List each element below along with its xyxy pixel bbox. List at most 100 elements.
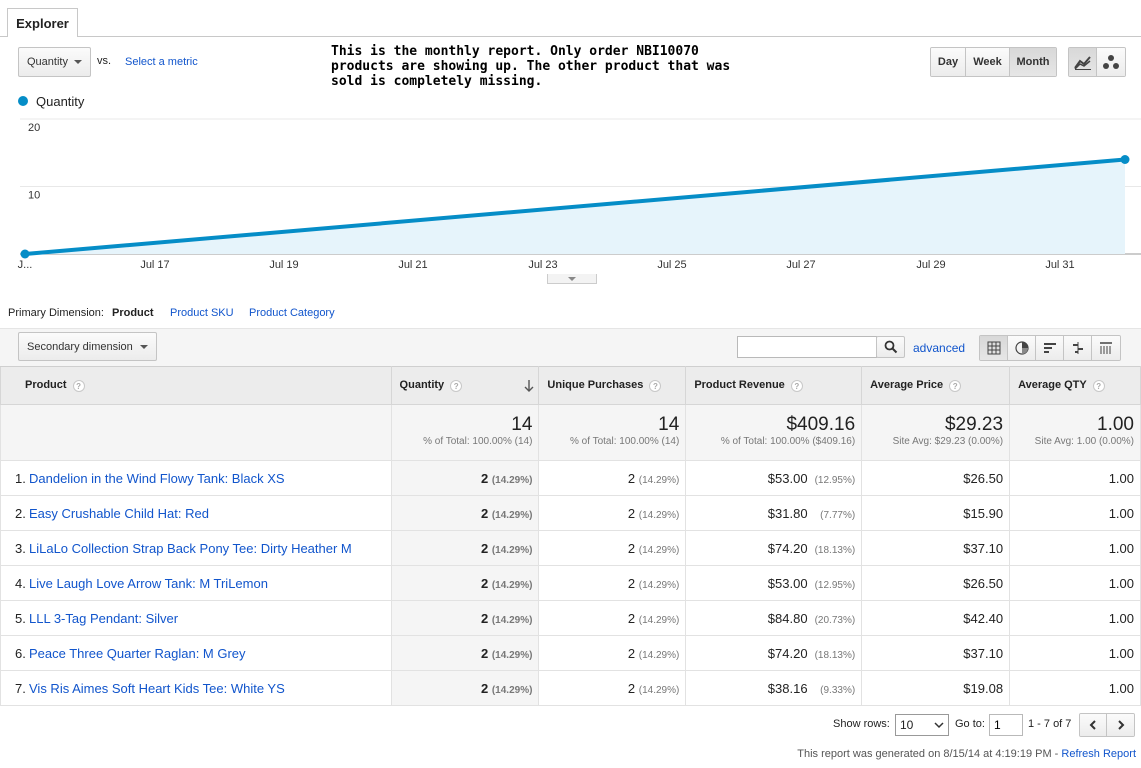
totals-row: 14% of Total: 100.00% (14) 14% of Total:… [0, 404, 1141, 461]
product-cell: 5. LLL 3-Tag Pendant: Silver [0, 600, 392, 636]
unique-purchases-value: 2 [627, 505, 636, 521]
product-revenue-percent: (12.95%) [814, 579, 856, 591]
column-header-label: Quantity [399, 379, 445, 392]
select-metric-link[interactable]: Select a metric [125, 56, 198, 68]
product-link[interactable]: Live Laugh Love Arrow Tank: M TriLemon [29, 575, 268, 591]
tab-divider [0, 36, 1141, 37]
unique-purchases-percent: (14.29%) [638, 579, 680, 591]
refresh-report-link[interactable]: Refresh Report [1061, 748, 1136, 760]
metric-dropdown-label: Quantity [27, 56, 68, 68]
total-sub: Site Avg: 1.00 (0.00%) [1034, 436, 1134, 447]
table-row: 1. Dandelion in the Wind Flowy Tank: Blac… [0, 460, 1141, 496]
help-icon[interactable]: ? [1092, 379, 1105, 392]
total-value: $29.23 [944, 414, 1004, 435]
total-sub: % of Total: 100.00% (14) [569, 436, 680, 447]
table-search-input[interactable] [737, 336, 877, 358]
data-point[interactable] [1120, 155, 1130, 164]
line-chart-icon[interactable] [1069, 48, 1097, 76]
table-row: 4. Live Laugh Love Arrow Tank: M TriLemon… [0, 565, 1141, 601]
motion-chart-icon[interactable] [1097, 48, 1125, 76]
product-revenue-percent: (7.77%) [820, 509, 856, 521]
row-number: 7. [15, 680, 26, 696]
quantity-value: 2 [480, 680, 489, 696]
quantity-cell: 2 (14.29%) [390, 530, 540, 566]
unique-purchases-value: 2 [627, 610, 636, 626]
data-point[interactable] [20, 249, 30, 259]
product-link[interactable]: Dandelion in the Wind Flowy Tank: Black … [29, 470, 285, 486]
product-link[interactable]: Peace Three Quarter Raglan: M Grey [29, 645, 246, 661]
total-average-price: $29.23 Site Avg: $29.23 (0.00%) [861, 404, 1011, 461]
help-icon[interactable]: ? [949, 379, 962, 392]
column-header-product[interactable]: Product? [0, 366, 392, 405]
search-button[interactable] [876, 336, 905, 358]
product-link[interactable]: LiLaLo Collection Strap Back Pony Tee: D… [29, 540, 352, 556]
chart-collapse-handle[interactable] [547, 274, 597, 284]
product-link[interactable]: LLL 3-Tag Pendant: Silver [29, 610, 179, 626]
help-icon[interactable]: ? [450, 379, 463, 392]
secondary-dimension-dropdown[interactable]: Secondary dimension [18, 332, 157, 361]
total-quantity: 14% of Total: 100.00% (14) [390, 404, 540, 461]
average-qty-cell: 1.00 [1009, 460, 1141, 496]
product-revenue-value: $38.16 [767, 680, 808, 696]
column-header-product-revenue[interactable]: Product Revenue? [685, 366, 863, 405]
metric-dropdown[interactable]: Quantity [18, 47, 91, 77]
legend-label-quantity: Quantity [36, 94, 85, 109]
y-tick-label: 20 [28, 122, 40, 134]
product-revenue-cell: $84.80 (20.73%) [685, 600, 863, 636]
product-cell: 2. Easy Crushable Child Hat: Red [0, 495, 392, 531]
dimension-product-sku[interactable]: Product SKU [170, 307, 234, 319]
total-value: 14 [658, 414, 680, 435]
chevron-down-icon [140, 344, 148, 349]
pivot-view-icon[interactable] [1092, 336, 1120, 360]
column-header-label: Average QTY [1018, 379, 1087, 392]
tab-explorer[interactable]: Explorer [7, 8, 78, 37]
view-switcher [979, 335, 1121, 361]
comparison-view-icon[interactable] [1064, 336, 1092, 360]
product-revenue-percent: (20.73%) [814, 614, 856, 626]
product-link[interactable]: Vis Ris Aimes Soft Heart Kids Tee: White… [29, 680, 285, 696]
day-button[interactable]: Day [931, 48, 966, 76]
help-icon[interactable]: ? [790, 379, 803, 392]
next-page-button[interactable] [1107, 714, 1134, 736]
chevron-left-icon [1089, 720, 1096, 730]
row-number: 6. [15, 645, 26, 661]
goto-input[interactable] [989, 714, 1023, 736]
average-price-cell: $37.10 [861, 530, 1011, 566]
unique-purchases-value: 2 [627, 540, 636, 556]
product-link[interactable]: Easy Crushable Child Hat: Red [29, 505, 209, 521]
help-icon[interactable]: ? [72, 379, 85, 392]
x-tick-label: Jul 29 [916, 259, 945, 271]
pie-view-icon[interactable] [1008, 336, 1036, 360]
previous-page-button[interactable] [1080, 714, 1107, 736]
week-button[interactable]: Week [966, 48, 1010, 76]
product-revenue-cell: $53.00 (12.95%) [685, 565, 863, 601]
help-icon[interactable]: ? [649, 379, 662, 392]
table-view-icon[interactable] [980, 336, 1008, 360]
column-header-average-qty[interactable]: Average QTY? [1009, 366, 1141, 405]
advanced-filter-link[interactable]: advanced [913, 341, 966, 355]
unique-purchases-value: 2 [627, 645, 636, 661]
column-header-unique-purchases[interactable]: Unique Purchases? [538, 366, 687, 405]
page-range: 1 - 7 of 7 [1028, 718, 1072, 730]
quantity-percent: (14.29%) [491, 509, 533, 521]
dimension-product-category[interactable]: Product Category [249, 307, 335, 319]
unique-purchases-percent: (14.29%) [638, 474, 680, 486]
quantity-line [24, 157, 1126, 256]
month-button[interactable]: Month [1010, 48, 1056, 76]
unique-purchases-percent: (14.29%) [638, 684, 680, 696]
product-revenue-cell: $38.16 (9.33%) [685, 670, 863, 706]
primary-dimension-label: Primary Dimension: [8, 307, 104, 319]
unique-purchases-percent: (14.29%) [638, 544, 680, 556]
product-revenue-percent: (9.33%) [820, 684, 856, 696]
unique-purchases-percent: (14.29%) [638, 649, 680, 661]
show-rows-select[interactable]: 10 [895, 714, 949, 736]
dimension-product[interactable]: Product [112, 307, 154, 319]
sort-descending-icon[interactable] [524, 379, 534, 393]
column-header-average-price[interactable]: Average Price? [861, 366, 1011, 405]
bar-view-icon[interactable] [1036, 336, 1064, 360]
legend-dot-quantity [18, 96, 28, 106]
totals-empty-cell [0, 404, 392, 461]
quantity-percent: (14.29%) [491, 649, 533, 661]
column-header-quantity[interactable]: Quantity? [390, 366, 540, 405]
column-header-label: Average Price [870, 379, 944, 392]
